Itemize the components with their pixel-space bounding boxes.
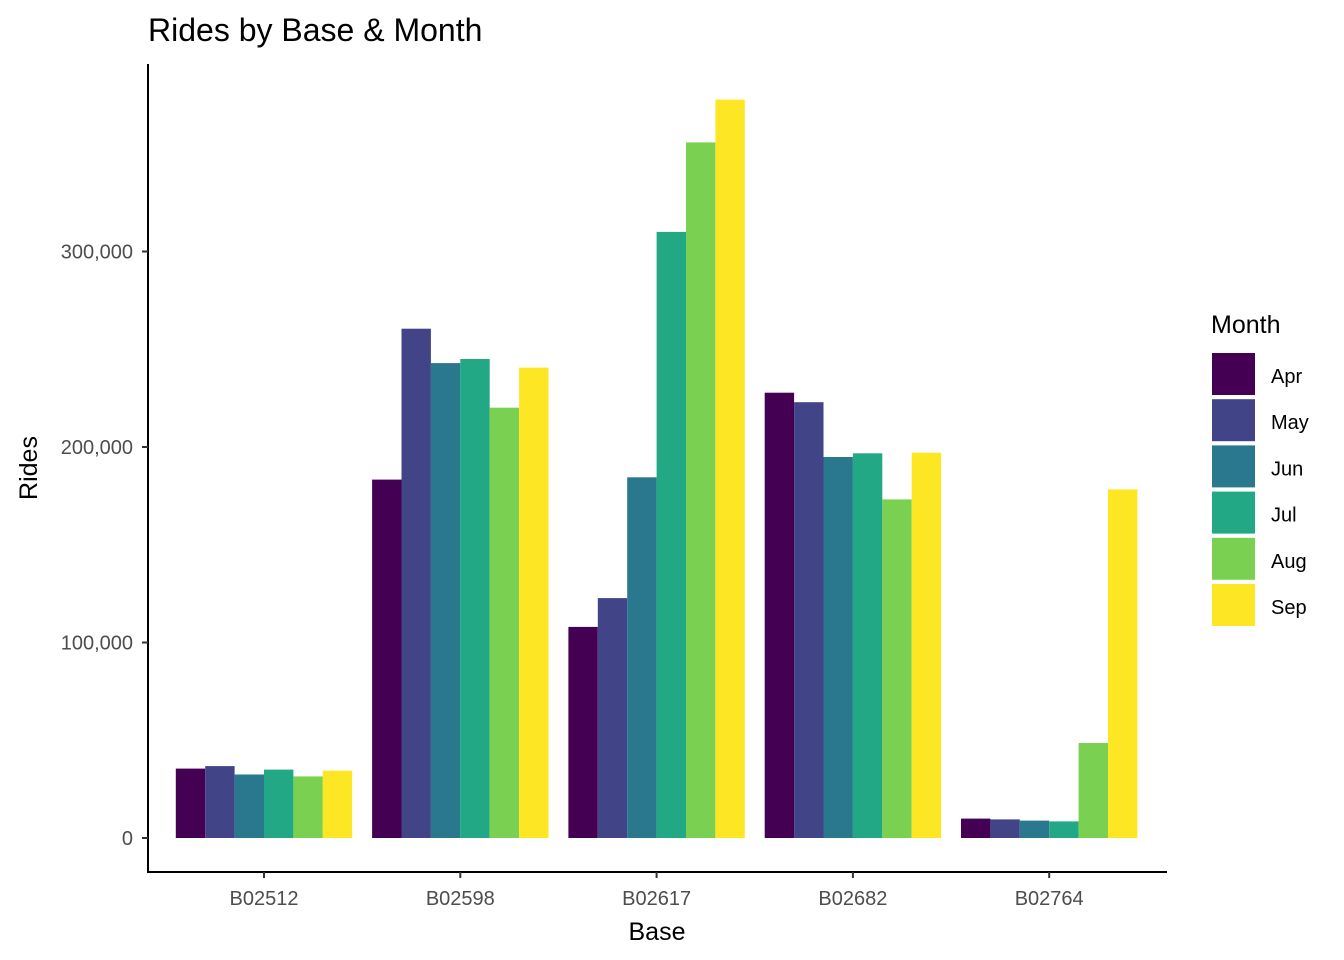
legend-key-Sep xyxy=(1212,584,1255,626)
bar-B02764-Sep xyxy=(1108,489,1138,838)
legend-label-Apr: Apr xyxy=(1271,366,1302,388)
legend-key-Jul xyxy=(1212,491,1255,534)
y-tick-label: 0 xyxy=(122,828,133,850)
x-axis-ticks: B02512 B02598 B02617 B02682 B02764 xyxy=(230,872,1084,910)
bar-B02598-May xyxy=(401,328,431,838)
bar-B02764-Jun xyxy=(1019,820,1050,838)
legend-label-Jul: Jul xyxy=(1271,505,1297,527)
bar-B02617-Sep xyxy=(715,99,745,839)
bar-B02682-Jun xyxy=(823,457,853,838)
bar-B02598-Aug xyxy=(489,407,520,838)
bar-B02764-Jul xyxy=(1049,821,1079,838)
legend-label-May: May xyxy=(1271,412,1309,434)
bar-B02512-Apr xyxy=(175,768,206,838)
bar-B02512-May xyxy=(205,766,235,838)
x-tick-label: B02682 xyxy=(818,888,887,910)
bar-B02682-Jul xyxy=(852,453,883,838)
bar-B02617-May xyxy=(597,598,628,838)
x-tick-label: B02764 xyxy=(1015,888,1084,910)
bar-B02682-Sep xyxy=(911,452,942,838)
bar-B02617-Aug xyxy=(686,142,716,838)
x-tick-label: B02512 xyxy=(230,888,299,910)
y-tick-label: 200,000 xyxy=(61,437,133,459)
bar-B02682-Aug xyxy=(882,499,912,838)
legend-key-Aug xyxy=(1212,537,1255,580)
legend-label-Sep: Sep xyxy=(1271,597,1307,619)
bar-B02764-May xyxy=(990,819,1020,838)
legend-key-May xyxy=(1212,399,1255,442)
legend-key-Apr xyxy=(1212,353,1255,395)
x-tick-label: B02598 xyxy=(426,888,495,910)
legend-label-Jun: Jun xyxy=(1271,458,1303,480)
y-tick-label: 100,000 xyxy=(61,633,133,655)
bar-B02617-Jun xyxy=(627,477,657,838)
bar-B02598-Jul xyxy=(460,359,490,838)
legend-label-Aug: Aug xyxy=(1271,551,1307,573)
bar-B02512-Jul xyxy=(264,769,294,838)
bar-B02598-Jun xyxy=(430,363,461,838)
legend-title: Month xyxy=(1211,311,1280,339)
bar-B02512-Sep xyxy=(322,770,353,838)
x-tick-label: B02617 xyxy=(622,888,691,910)
bars-layer xyxy=(175,99,1138,839)
bar-B02682-May xyxy=(794,402,824,838)
x-axis-title: Base xyxy=(629,918,686,946)
bar-B02598-Sep xyxy=(519,367,549,838)
legend-key-Jun xyxy=(1212,445,1255,488)
legend: Month Apr May Jun Jul Aug Sep xyxy=(1211,311,1309,626)
bar-B02598-Apr xyxy=(372,479,402,838)
y-tick-label: 300,000 xyxy=(61,242,133,264)
y-axis-ticks: 0 100,000 200,000 300,000 xyxy=(61,242,148,850)
bar-B02512-Aug xyxy=(293,776,323,838)
bar-B02512-Jun xyxy=(234,774,264,838)
bar-B02682-Apr xyxy=(764,392,795,838)
y-axis-title: Rides xyxy=(15,436,43,500)
bar-B02617-Jul xyxy=(656,231,686,838)
bar-B02764-Apr xyxy=(961,818,991,838)
bar-B02764-Aug xyxy=(1078,743,1108,838)
bar-B02617-Apr xyxy=(568,626,598,838)
chart-title: Rides by Base & Month xyxy=(148,12,482,48)
